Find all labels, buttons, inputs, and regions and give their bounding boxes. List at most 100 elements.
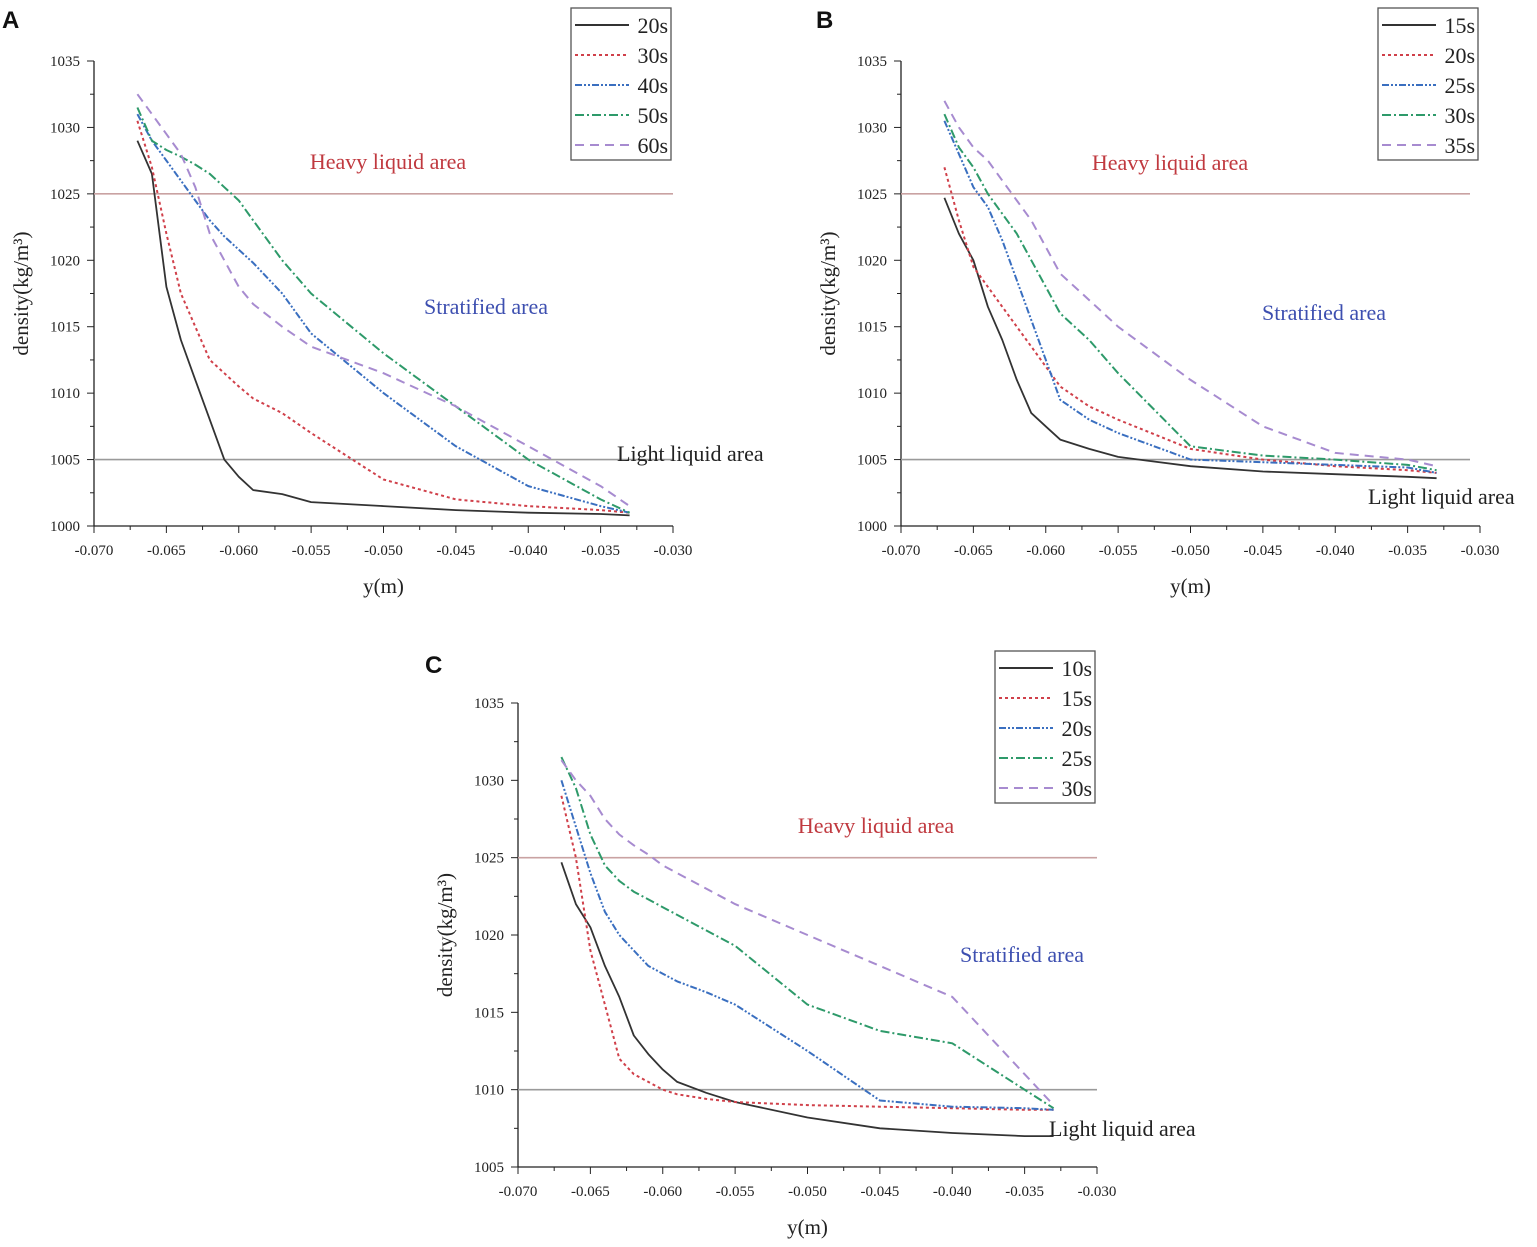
legend-label: 30s (1061, 776, 1092, 801)
series-line-25s (560, 756, 1055, 1110)
legend-label: 10s (1061, 656, 1092, 681)
series-line-40s (136, 113, 630, 514)
y-axis-label: density(kg/m³) (816, 231, 840, 355)
series-line-15s (943, 197, 1437, 480)
y-tick-label: 1015 (50, 320, 80, 336)
y-tick-label: 1010 (50, 386, 80, 402)
legend-box (994, 650, 1096, 804)
x-tick-label: -0.065 (571, 1184, 610, 1200)
y-tick-label: 1035 (857, 54, 887, 70)
series-line-20s (136, 140, 630, 517)
x-tick-label: -0.030 (1461, 543, 1500, 559)
series-line-35s (943, 100, 1437, 468)
panel-A: A -0.070 -0.065 -0.060 -0.055 -0.050 -0.045 -0.… (2, 7, 764, 598)
legend-box (1377, 7, 1479, 161)
x-tick-label: -0.065 (147, 543, 186, 559)
light-liquid-label: Light liquid area (1368, 484, 1515, 509)
x-tick-label: -0.030 (1078, 1184, 1117, 1200)
y-tick-label: 1015 (857, 320, 887, 336)
y-tick-label: 1015 (474, 1005, 504, 1021)
y-tick-label: 1025 (474, 851, 504, 867)
x-tick-label: -0.065 (954, 543, 993, 559)
x-tick-label: -0.070 (75, 543, 114, 559)
x-tick-label: -0.060 (219, 543, 258, 559)
series-line-10s (560, 862, 1054, 1137)
legend-label: 20s (1444, 43, 1475, 68)
legend-label: 60s (637, 133, 668, 158)
y-tick-label: 1030 (474, 773, 504, 789)
x-tick-label: -0.045 (1244, 543, 1283, 559)
y-tick-label: 1020 (50, 253, 80, 269)
x-tick-label: -0.040 (1316, 543, 1355, 559)
legend: 20s 30s 40s 50s 60s (570, 7, 672, 161)
y-tick-label: 1005 (474, 1160, 504, 1176)
light-liquid-label: Light liquid area (1049, 1116, 1196, 1141)
light-liquid-label: Light liquid area (617, 441, 764, 466)
x-tick-label: -0.030 (654, 543, 693, 559)
legend: 15s 20s 25s 30s 35s (1377, 7, 1479, 161)
x-tick-label: -0.040 (933, 1184, 972, 1200)
y-tick-label: 1010 (857, 386, 887, 402)
x-tick-label: -0.050 (364, 543, 403, 559)
series-line-60s (136, 93, 631, 507)
series-line-15s (560, 795, 1054, 1111)
y-axis-label: density(kg/m³) (433, 873, 457, 997)
series-line-30s (943, 113, 1437, 472)
legend-label: 15s (1061, 686, 1092, 711)
panel-C: C -0.070 -0.065 -0.060 -0.055 -0.050 -0.045 -0.… (425, 650, 1196, 1239)
x-tick-label: -0.060 (643, 1184, 682, 1200)
legend-label: 25s (1444, 73, 1475, 98)
legend-label: 35s (1444, 133, 1475, 158)
x-axis-label: y(m) (363, 574, 404, 598)
x-tick-label: -0.045 (437, 543, 476, 559)
y-tick-label: 1030 (857, 120, 887, 136)
heavy-liquid-label: Heavy liquid area (310, 149, 467, 174)
y-tick-label: 1030 (50, 120, 80, 136)
stratified-label: Stratified area (424, 294, 548, 319)
x-tick-label: -0.055 (292, 543, 331, 559)
panel-letter: B (816, 7, 833, 34)
x-tick-label: -0.040 (509, 543, 548, 559)
y-tick-label: 1005 (50, 453, 80, 469)
series-line-25s (943, 120, 1437, 474)
legend-label: 40s (637, 73, 668, 98)
x-axis-label: y(m) (787, 1215, 828, 1239)
heavy-liquid-label: Heavy liquid area (798, 813, 955, 838)
x-tick-label: -0.055 (1099, 543, 1138, 559)
heavy-liquid-label: Heavy liquid area (1092, 150, 1249, 175)
y-tick-label: 1035 (50, 54, 80, 70)
panel-B: B -0.070 -0.065 -0.060 -0.055 -0.050 -0.045 -0.… (816, 7, 1515, 598)
legend-label: 50s (637, 103, 668, 128)
x-tick-label: -0.060 (1026, 543, 1065, 559)
legend-label: 15s (1444, 13, 1475, 38)
panel-letter: A (2, 7, 19, 34)
y-tick-label: 1000 (50, 519, 80, 535)
series-line-30s (560, 759, 1055, 1106)
x-tick-label: -0.045 (861, 1184, 900, 1200)
y-axis-label: density(kg/m³) (9, 231, 33, 355)
legend-label: 30s (1444, 103, 1475, 128)
y-tick-label: 1035 (474, 696, 504, 712)
x-tick-label: -0.070 (499, 1184, 538, 1200)
legend-label: 25s (1061, 746, 1092, 771)
x-axis-label: y(m) (1170, 574, 1211, 598)
y-tick-label: 1010 (474, 1083, 504, 1099)
legend-label: 20s (1061, 716, 1092, 741)
x-tick-label: -0.050 (1171, 543, 1210, 559)
y-tick-label: 1020 (857, 253, 887, 269)
x-tick-label: -0.035 (1005, 1184, 1044, 1200)
y-tick-label: 1000 (857, 519, 887, 535)
x-tick-label: -0.035 (1388, 543, 1427, 559)
legend-label: 20s (637, 13, 668, 38)
panel-letter: C (425, 652, 442, 679)
y-tick-label: 1025 (857, 187, 887, 203)
x-tick-label: -0.050 (788, 1184, 827, 1200)
legend: 10s 15s 20s 25s 30s (994, 650, 1096, 804)
series-line-20s (560, 780, 1054, 1111)
x-tick-label: -0.070 (882, 543, 921, 559)
series-line-20s (943, 167, 1437, 474)
series-line-30s (136, 120, 630, 514)
series-line-50s (136, 107, 631, 514)
legend-label: 30s (637, 43, 668, 68)
